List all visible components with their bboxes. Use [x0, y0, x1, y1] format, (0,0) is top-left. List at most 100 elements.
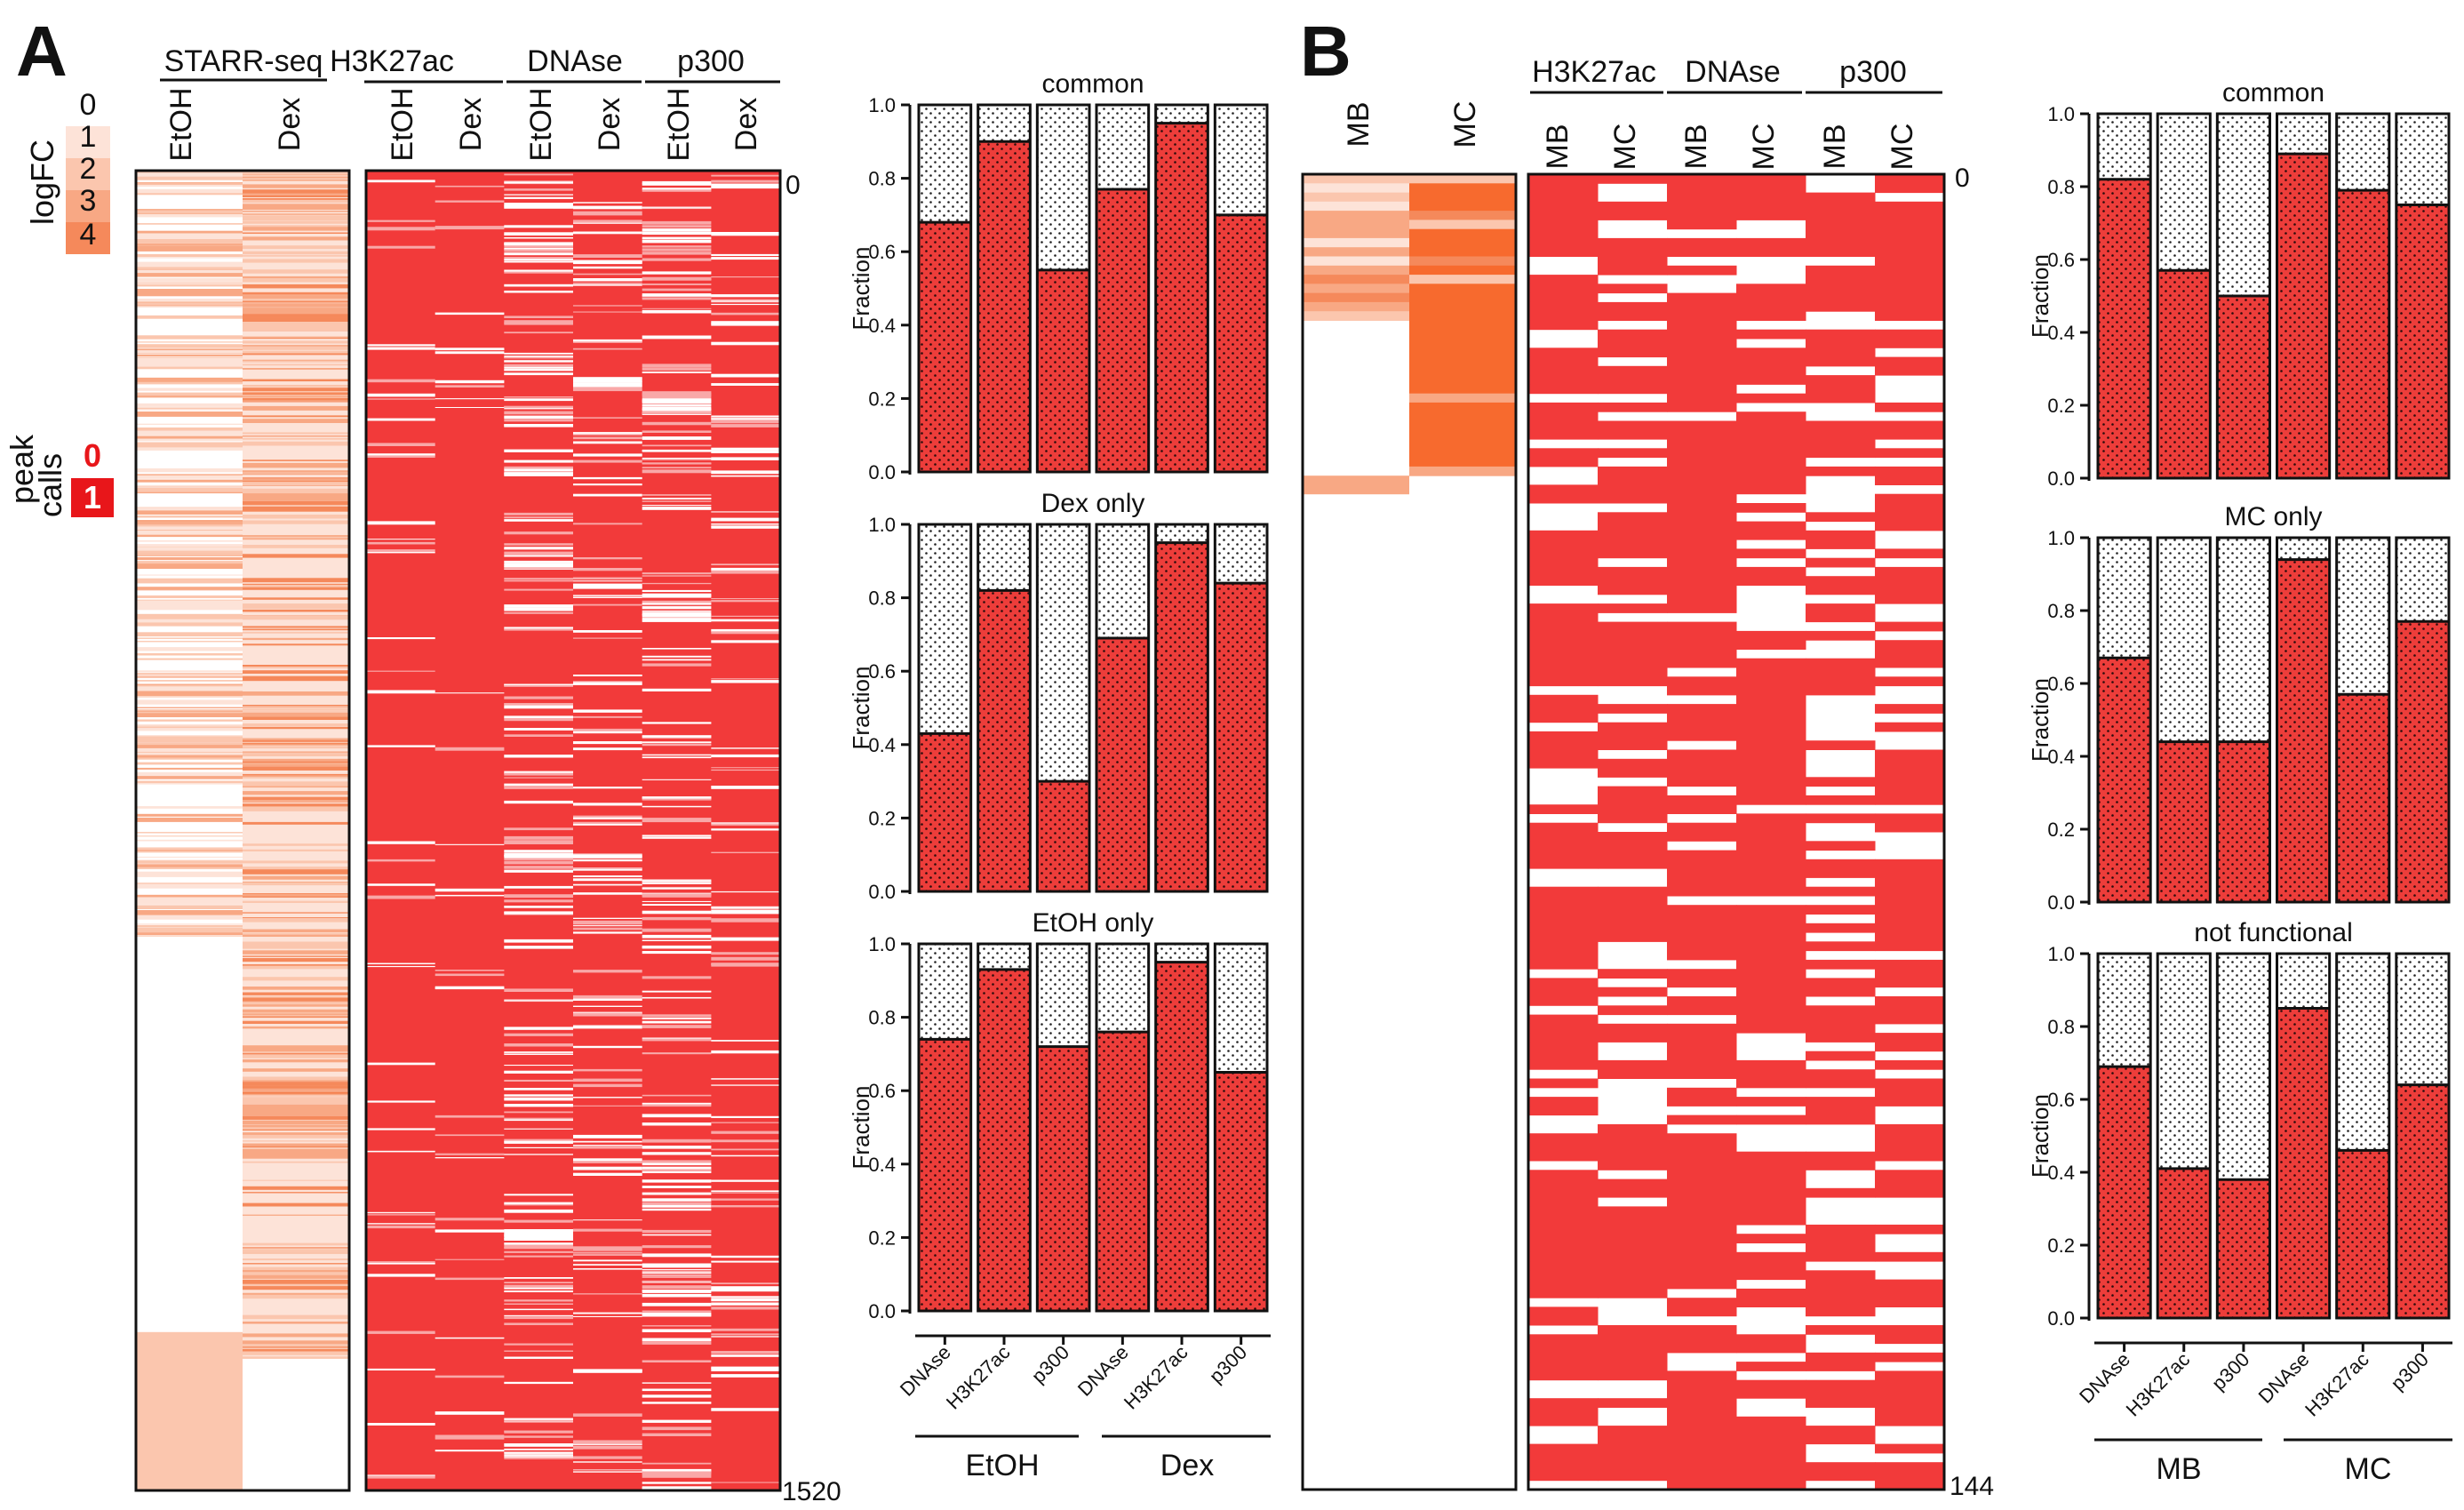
- a-starr-dex-line: [243, 276, 349, 279]
- b-marks-cell: [1598, 1434, 1668, 1445]
- b-marks-cell: [1736, 923, 1806, 933]
- b-marks-cell: [1736, 749, 1806, 760]
- a-marks-cell: [642, 1285, 712, 1290]
- a-marks-cell: [504, 560, 573, 563]
- b-marks-cell: [1667, 429, 1737, 440]
- a-starr-etoh-line: [136, 544, 243, 546]
- a-marks-cell: [711, 1408, 780, 1411]
- b-marks-cell: [1667, 923, 1737, 933]
- b-marks-cell: [1528, 311, 1599, 321]
- a-starr-etoh-line: [136, 284, 243, 287]
- a-marks-cell: [504, 472, 573, 475]
- a-marks-cell: [642, 1310, 712, 1313]
- a-starr-dex-line: [243, 1079, 349, 1083]
- b-marks-cell: [1736, 996, 1806, 1006]
- a-marks-cell: [504, 885, 573, 889]
- a-marks-cell: [642, 722, 712, 724]
- bar-outline: [1095, 942, 1151, 1313]
- b-marks-cell: [1667, 868, 1737, 878]
- b-marks-cell: [1736, 969, 1806, 979]
- b-marks-cell: [1598, 758, 1668, 769]
- b-marks-cell: [1598, 484, 1668, 495]
- a-marks-cell: [504, 703, 573, 706]
- b-marks-cell: [1528, 804, 1599, 814]
- a-starr-etoh-line: [136, 407, 243, 410]
- peak-swatch-1: [71, 478, 114, 517]
- a-marks-cell: [504, 372, 573, 375]
- a-starr-dex-line: [243, 597, 349, 600]
- b-marks-cell: [1667, 265, 1737, 276]
- b-marks-cell: [1528, 1234, 1599, 1243]
- bar-fill: [2217, 296, 2270, 478]
- b-marks-cell: [1667, 685, 1737, 696]
- bar-fill: [919, 733, 971, 891]
- a-starr-dex-line: [243, 435, 349, 437]
- b-marks-cell: [1736, 740, 1806, 750]
- bar-fill: [2157, 741, 2211, 902]
- b-marks-cell: [1875, 1471, 1945, 1482]
- b-marks-cell: [1528, 905, 1599, 915]
- a-marks-cell: [642, 1170, 712, 1173]
- b-marks-cell: [1598, 521, 1668, 531]
- a-starr-dex-line: [243, 400, 349, 402]
- a-marks-cell: [573, 925, 642, 927]
- a-starr-dex-line: [243, 515, 349, 519]
- b-marks-cell: [1667, 1206, 1737, 1217]
- b-marks-cell: [1806, 1033, 1876, 1043]
- b-marks-cell: [1736, 658, 1806, 668]
- b-marks-cell: [1528, 1142, 1599, 1153]
- a-marks-cell: [573, 637, 642, 639]
- b-marks-cell: [1667, 201, 1737, 212]
- a-starr-dex-line: [243, 392, 349, 395]
- a-marks-cell: [504, 628, 573, 631]
- a-marks-cell: [573, 213, 642, 216]
- b-marks-cell: [1667, 621, 1737, 632]
- a-marks-cell: [366, 1261, 435, 1264]
- b-marks-cell: [1806, 1014, 1876, 1025]
- a-starr-etoh-tail: [136, 1331, 243, 1490]
- a-marks-cell: [504, 512, 573, 515]
- b-marks-cell: [1598, 658, 1668, 668]
- a-marks-cell: [573, 1045, 642, 1049]
- b-marks-cell: [1736, 713, 1806, 723]
- a-marks-cell: [435, 379, 505, 384]
- a-marks-cell: [366, 521, 435, 525]
- bar-fill: [2098, 179, 2151, 479]
- heatmap-b-starr: [1303, 174, 1516, 1490]
- a-starr-dex-line: [243, 323, 349, 326]
- b-marks-cell: [1667, 1261, 1737, 1271]
- b-marks-cell: [1736, 1097, 1806, 1107]
- b-starr-mc-cell: [1409, 402, 1516, 412]
- a-starr-dex-line: [243, 946, 349, 949]
- b-marks-cell: [1598, 704, 1668, 714]
- b-marks-cell: [1736, 375, 1806, 385]
- a-starr-etoh-line: [136, 262, 243, 266]
- bar-chart-2: EtOH onlyFraction0.00.20.40.60.81.0DNAse…: [848, 908, 1271, 1414]
- a-marks-cell: [504, 715, 573, 719]
- a-marks-cell: [642, 180, 712, 184]
- b-marks-cell: [1598, 284, 1668, 294]
- b-marks-cell: [1667, 749, 1737, 760]
- a-starr-etoh-line: [136, 847, 243, 850]
- a-marks-cell: [504, 588, 573, 591]
- a-marks-cell: [642, 887, 712, 890]
- b-marks-cell: [1598, 832, 1668, 842]
- a-marks-cell: [711, 276, 780, 278]
- a-marks-cell: [504, 579, 573, 582]
- a-marks-cell: [642, 1271, 712, 1273]
- b-marks-cell: [1667, 1398, 1737, 1408]
- a-marks-cell: [642, 1025, 712, 1028]
- b-marks-cell: [1736, 1298, 1806, 1307]
- a-starr-etoh-line: [136, 192, 243, 196]
- a-marks-cell: [504, 1140, 573, 1144]
- a-starr-dex-line: [243, 801, 349, 803]
- a-starr-dex-line: [243, 977, 349, 981]
- b-marks-cell: [1667, 1462, 1737, 1472]
- b-marks-cell: [1736, 329, 1806, 340]
- bar-remainder: [2396, 114, 2449, 205]
- a-marks-cell: [642, 934, 712, 939]
- a-marks-cell: [642, 614, 712, 618]
- b-marks-cell: [1736, 1388, 1806, 1399]
- a-marks-cell: [711, 1306, 780, 1310]
- a-marks-cell: [642, 1388, 712, 1392]
